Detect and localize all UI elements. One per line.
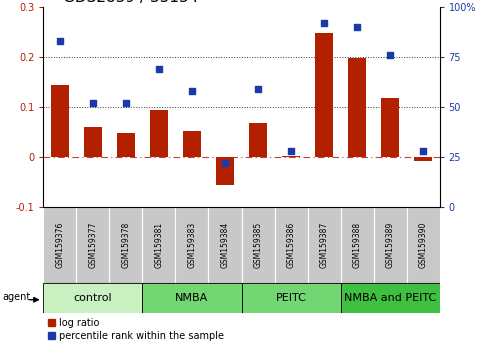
Text: control: control bbox=[74, 293, 112, 303]
Bar bbox=[117, 133, 135, 157]
Text: PEITC: PEITC bbox=[276, 293, 306, 303]
Point bbox=[287, 148, 295, 154]
Legend: log ratio, percentile rank within the sample: log ratio, percentile rank within the sa… bbox=[48, 318, 224, 341]
Text: NMBA: NMBA bbox=[175, 293, 209, 303]
Text: GSM159384: GSM159384 bbox=[221, 222, 229, 268]
Bar bbox=[84, 127, 102, 157]
Bar bbox=[110, 207, 142, 283]
Bar bbox=[142, 207, 175, 283]
Bar bbox=[76, 207, 110, 283]
Bar bbox=[274, 207, 308, 283]
Bar bbox=[348, 58, 366, 157]
Bar bbox=[282, 156, 300, 157]
Bar bbox=[381, 98, 399, 157]
Bar bbox=[183, 131, 201, 157]
Point bbox=[386, 52, 394, 58]
Point bbox=[353, 24, 361, 30]
Text: NMBA and PEITC: NMBA and PEITC bbox=[344, 293, 436, 303]
Text: GDS2839 / 35134: GDS2839 / 35134 bbox=[63, 0, 199, 5]
Bar bbox=[209, 207, 242, 283]
Text: GSM159381: GSM159381 bbox=[155, 222, 163, 268]
Point bbox=[188, 88, 196, 94]
Bar bbox=[373, 207, 407, 283]
Bar bbox=[43, 207, 76, 283]
Text: GSM159388: GSM159388 bbox=[353, 222, 361, 268]
Bar bbox=[142, 283, 242, 313]
Bar bbox=[242, 283, 341, 313]
Point bbox=[419, 148, 427, 154]
Bar bbox=[249, 123, 267, 157]
Point bbox=[122, 100, 130, 106]
Point bbox=[56, 38, 64, 44]
Text: GSM159383: GSM159383 bbox=[187, 222, 197, 268]
Bar bbox=[315, 33, 333, 157]
Bar bbox=[216, 157, 234, 184]
Text: GSM159390: GSM159390 bbox=[419, 222, 427, 268]
Text: GSM159377: GSM159377 bbox=[88, 222, 98, 268]
Text: GSM159385: GSM159385 bbox=[254, 222, 262, 268]
Point bbox=[320, 20, 328, 26]
Point bbox=[89, 100, 97, 106]
Text: GSM159376: GSM159376 bbox=[56, 222, 64, 268]
Text: agent: agent bbox=[2, 292, 30, 302]
Bar bbox=[242, 207, 274, 283]
Bar bbox=[51, 85, 69, 157]
Text: GSM159387: GSM159387 bbox=[320, 222, 328, 268]
Point bbox=[155, 66, 163, 72]
Bar bbox=[175, 207, 209, 283]
Bar bbox=[43, 283, 142, 313]
Bar bbox=[150, 110, 168, 157]
Text: GSM159389: GSM159389 bbox=[385, 222, 395, 268]
Bar bbox=[414, 157, 432, 161]
Text: GSM159386: GSM159386 bbox=[286, 222, 296, 268]
Bar bbox=[341, 207, 373, 283]
Bar bbox=[407, 207, 440, 283]
Point bbox=[254, 86, 262, 92]
Point bbox=[221, 160, 229, 166]
Text: GSM159378: GSM159378 bbox=[122, 222, 130, 268]
Bar bbox=[341, 283, 440, 313]
Bar bbox=[308, 207, 341, 283]
